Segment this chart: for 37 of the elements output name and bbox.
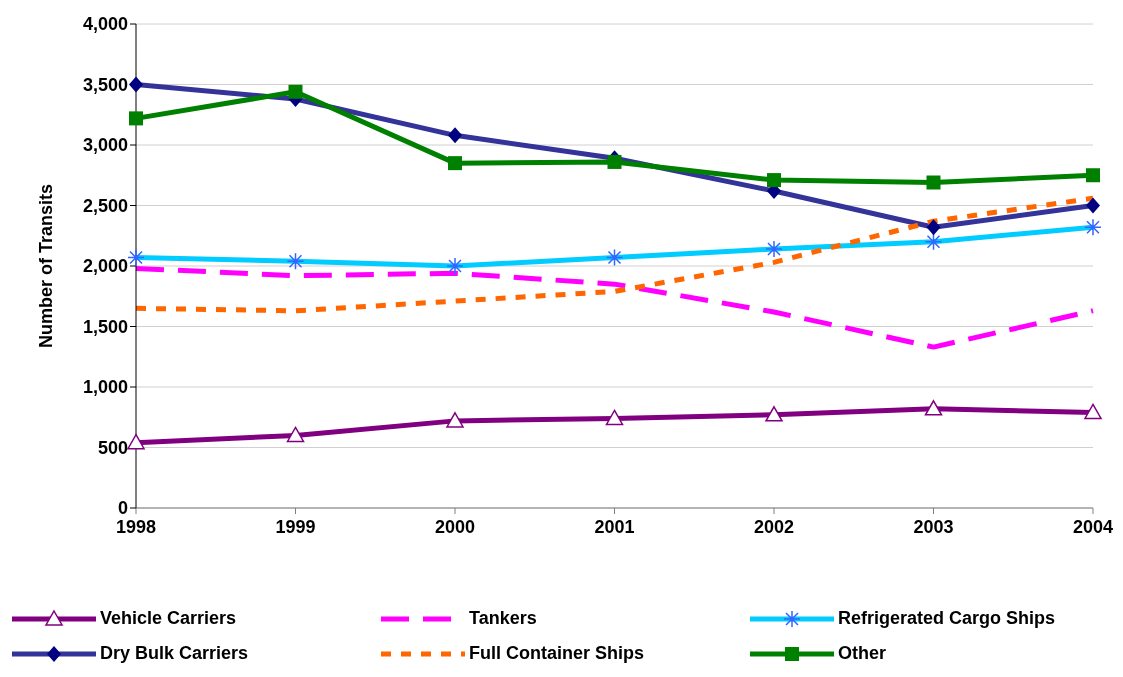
- point: [448, 156, 462, 171]
- y-tick-label: 2,000: [82, 256, 128, 277]
- point: [1084, 403, 1102, 420]
- point: [765, 406, 783, 422]
- y-tick-label: 3,000: [82, 135, 128, 156]
- point: [607, 154, 622, 169]
- y-tick-label: 4,000: [82, 14, 128, 35]
- legend-label: Vehicle Carriers: [100, 608, 237, 629]
- x-tick-label: 1998: [115, 516, 157, 537]
- y-tick-label: 1,000: [82, 377, 128, 398]
- legend-label: Dry Bulk Carriers: [100, 643, 249, 664]
- point: [127, 433, 145, 450]
- legend-label: Tankers: [469, 608, 537, 629]
- x-tick-label: 2001: [594, 516, 635, 537]
- y-tick-label: 1,500: [82, 316, 128, 337]
- point: [605, 409, 624, 426]
- legend-label: Full Container Ships: [469, 643, 645, 664]
- x-tick-label: 2003: [913, 516, 954, 537]
- x-tick-label: 2002: [753, 516, 795, 537]
- point: [288, 84, 303, 99]
- point: [767, 173, 781, 188]
- point: [924, 400, 943, 416]
- point: [286, 426, 305, 443]
- y-tick-label: 3,500: [82, 74, 128, 95]
- x-tick-label: 2000: [434, 516, 476, 537]
- y-tick-label: 2,500: [82, 195, 128, 216]
- y-tick-label: 0: [117, 498, 128, 519]
- legend-label: Refrigerated Cargo Ships: [838, 608, 1056, 629]
- legend-label: Other: [838, 643, 887, 664]
- y-axis-title: Number of Transits: [36, 183, 57, 349]
- y-tick-label: 500: [97, 437, 128, 458]
- point: [926, 175, 941, 190]
- point: [1086, 168, 1100, 183]
- point: [446, 412, 464, 428]
- x-tick-label: 1999: [275, 516, 316, 537]
- point: [129, 111, 143, 126]
- x-tick-label: 2004: [1072, 516, 1114, 537]
